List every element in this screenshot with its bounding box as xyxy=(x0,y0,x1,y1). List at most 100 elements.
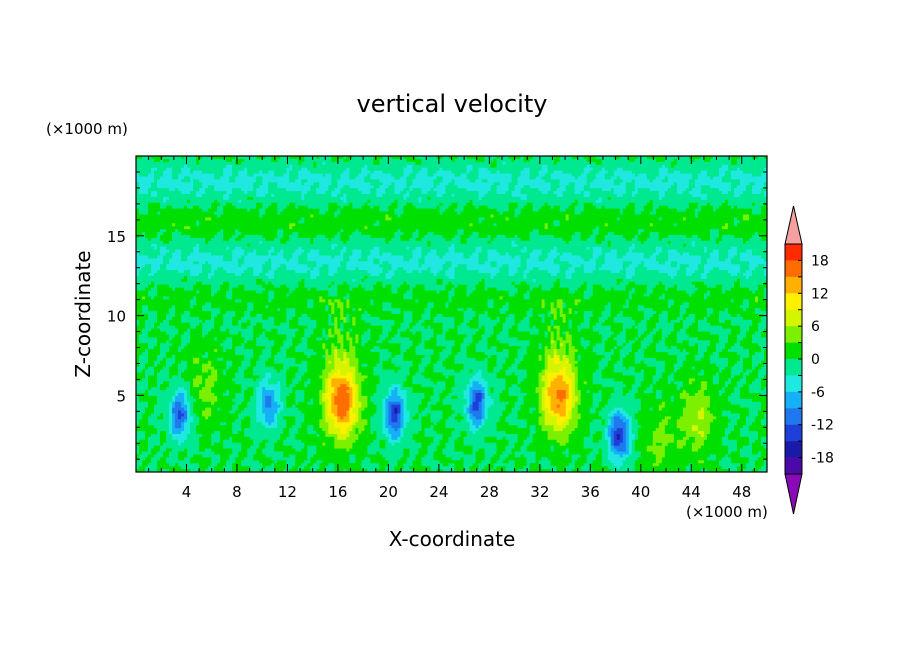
field-cell xyxy=(367,255,405,260)
field-cell xyxy=(253,349,263,353)
field-cell xyxy=(421,264,444,268)
field-cell xyxy=(382,328,392,333)
field-cell xyxy=(193,182,203,186)
field-cell xyxy=(148,346,155,350)
field-cell xyxy=(157,325,176,330)
field-cell xyxy=(559,398,564,403)
field-cell xyxy=(172,416,176,420)
field-cell xyxy=(382,340,389,344)
field-cell xyxy=(328,188,335,192)
field-cell xyxy=(406,395,426,400)
field-cell xyxy=(223,196,230,201)
field-cell xyxy=(238,199,242,204)
field-cell xyxy=(700,191,723,195)
field-cell xyxy=(217,398,233,403)
field-cell xyxy=(268,205,278,210)
field-cell xyxy=(718,232,756,236)
field-cell xyxy=(643,316,651,321)
field-cell xyxy=(169,158,197,163)
field-cell xyxy=(283,173,290,178)
field-cell xyxy=(355,387,359,391)
field-cell xyxy=(319,296,323,300)
field-cell xyxy=(346,199,368,204)
field-cell xyxy=(658,235,669,239)
field-cell xyxy=(730,381,738,385)
field-cell xyxy=(604,287,612,292)
field-cell xyxy=(382,416,386,420)
field-cell xyxy=(286,369,299,374)
field-cell xyxy=(385,191,396,195)
field-cell xyxy=(586,246,591,251)
field-cell xyxy=(562,308,570,312)
field-cell xyxy=(565,381,573,385)
field-cell xyxy=(403,205,417,210)
field-cell xyxy=(643,261,660,265)
field-cell xyxy=(739,416,747,420)
field-cell xyxy=(343,258,350,262)
field-cell xyxy=(571,311,576,315)
field-cell xyxy=(376,191,386,195)
field-cell xyxy=(562,194,585,198)
field-cell xyxy=(283,340,293,344)
field-cell xyxy=(445,191,480,195)
field-cell xyxy=(547,357,555,362)
field-cell xyxy=(280,404,284,409)
field-cell xyxy=(304,182,314,186)
field-cell xyxy=(709,235,720,239)
field-cell xyxy=(289,346,296,350)
field-cell xyxy=(184,393,188,397)
field-cell xyxy=(403,267,429,271)
field-cell xyxy=(520,173,531,178)
field-cell xyxy=(412,179,435,183)
field-cell xyxy=(628,202,636,207)
field-cell xyxy=(703,372,717,377)
field-cell xyxy=(601,252,606,257)
field-cell xyxy=(238,284,245,289)
field-cell xyxy=(550,249,558,254)
field-cell xyxy=(244,158,272,163)
field-cell xyxy=(232,404,239,409)
field-cell xyxy=(325,328,329,333)
field-cell xyxy=(190,413,197,418)
field-cell xyxy=(460,235,471,239)
field-cell xyxy=(289,226,293,230)
field-cell xyxy=(412,343,420,347)
field-cell xyxy=(499,316,507,321)
field-cell xyxy=(256,404,263,409)
field-cell xyxy=(655,176,666,181)
field-cell xyxy=(235,229,239,233)
field-cell xyxy=(274,343,284,347)
field-cell xyxy=(736,167,741,172)
field-cell xyxy=(535,387,543,391)
field-cell xyxy=(238,369,245,374)
field-cell xyxy=(466,267,501,271)
field-cell xyxy=(454,235,462,239)
field-cell xyxy=(764,413,767,418)
field-cell xyxy=(394,191,402,195)
field-cell xyxy=(634,322,639,327)
field-cell xyxy=(160,369,170,374)
field-cell xyxy=(274,413,278,418)
field-cell xyxy=(481,401,486,406)
field-cell xyxy=(358,366,374,371)
field-cell xyxy=(505,407,513,412)
field-cell xyxy=(211,360,227,365)
field-cell xyxy=(244,249,254,254)
field-cell xyxy=(364,287,374,292)
field-cell xyxy=(730,170,744,175)
field-cell xyxy=(205,407,212,412)
field-cell xyxy=(616,252,627,257)
field-cell xyxy=(136,252,140,257)
field-cell xyxy=(613,352,621,356)
field-cell xyxy=(691,235,699,239)
field-cell xyxy=(580,416,603,420)
field-cell xyxy=(139,319,146,324)
field-cell xyxy=(169,407,173,412)
field-cell xyxy=(574,290,585,295)
field-cell xyxy=(715,416,729,420)
field-cell xyxy=(577,311,585,315)
field-cell xyxy=(661,334,669,339)
field-cell xyxy=(370,176,396,181)
field-cell xyxy=(184,413,188,418)
field-cell xyxy=(169,196,224,201)
